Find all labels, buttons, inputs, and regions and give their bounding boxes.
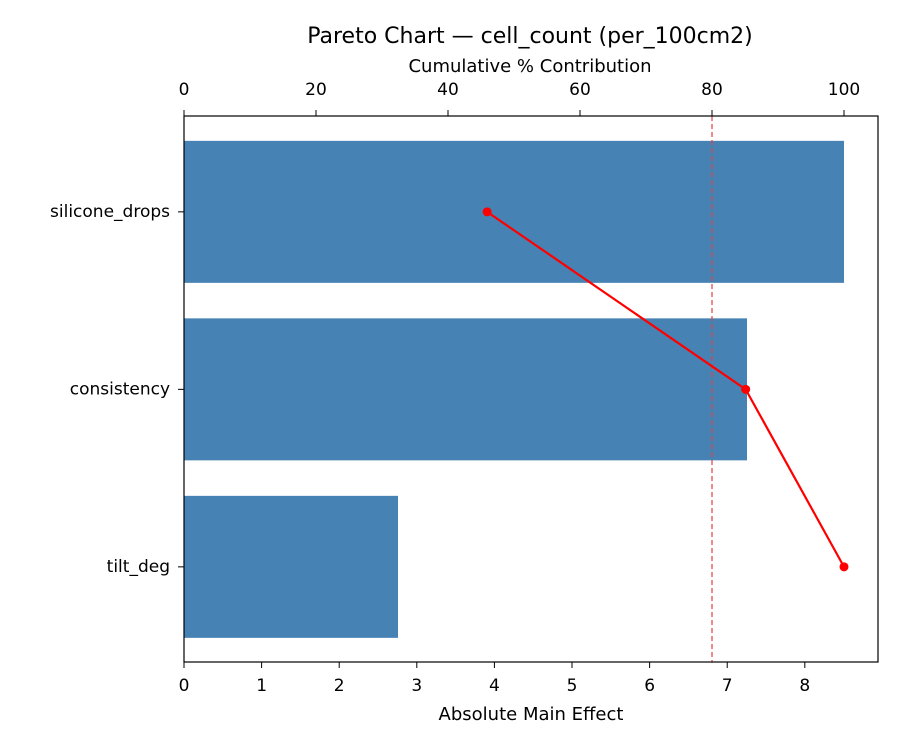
cumulative-point [741, 384, 751, 394]
bar [184, 318, 748, 461]
x2-tick-label: 100 [828, 80, 860, 100]
cumulative-point [839, 562, 849, 572]
y-tick-label: consistency [70, 379, 170, 399]
cumulative-point [482, 207, 492, 217]
x-tick-label: 0 [179, 676, 190, 696]
bar [184, 140, 845, 283]
x2-tick-label: 60 [569, 80, 591, 100]
x2-tick-label: 0 [179, 80, 190, 100]
x-tick-label: 4 [489, 676, 500, 696]
x2-tick-label: 40 [437, 80, 459, 100]
x2-axis-label: Cumulative % Contribution [408, 56, 651, 77]
x-tick-label: 6 [644, 676, 655, 696]
y-tick-label: silicone_drops [50, 202, 170, 222]
x-tick-label: 3 [411, 676, 422, 696]
chart-title: Pareto Chart — cell_count (per_100cm2) [307, 24, 753, 49]
x-tick-label: 1 [256, 676, 267, 696]
x-tick-label: 8 [799, 676, 810, 696]
x2-tick-label: 80 [701, 80, 723, 100]
x2-tick-label: 20 [305, 80, 327, 100]
x-axis-label: Absolute Main Effect [439, 704, 624, 725]
x-tick-label: 5 [567, 676, 578, 696]
x-tick-label: 2 [334, 676, 345, 696]
y-tick-label: tilt_deg [107, 557, 170, 577]
bar [184, 495, 399, 638]
x-tick-label: 7 [722, 676, 733, 696]
